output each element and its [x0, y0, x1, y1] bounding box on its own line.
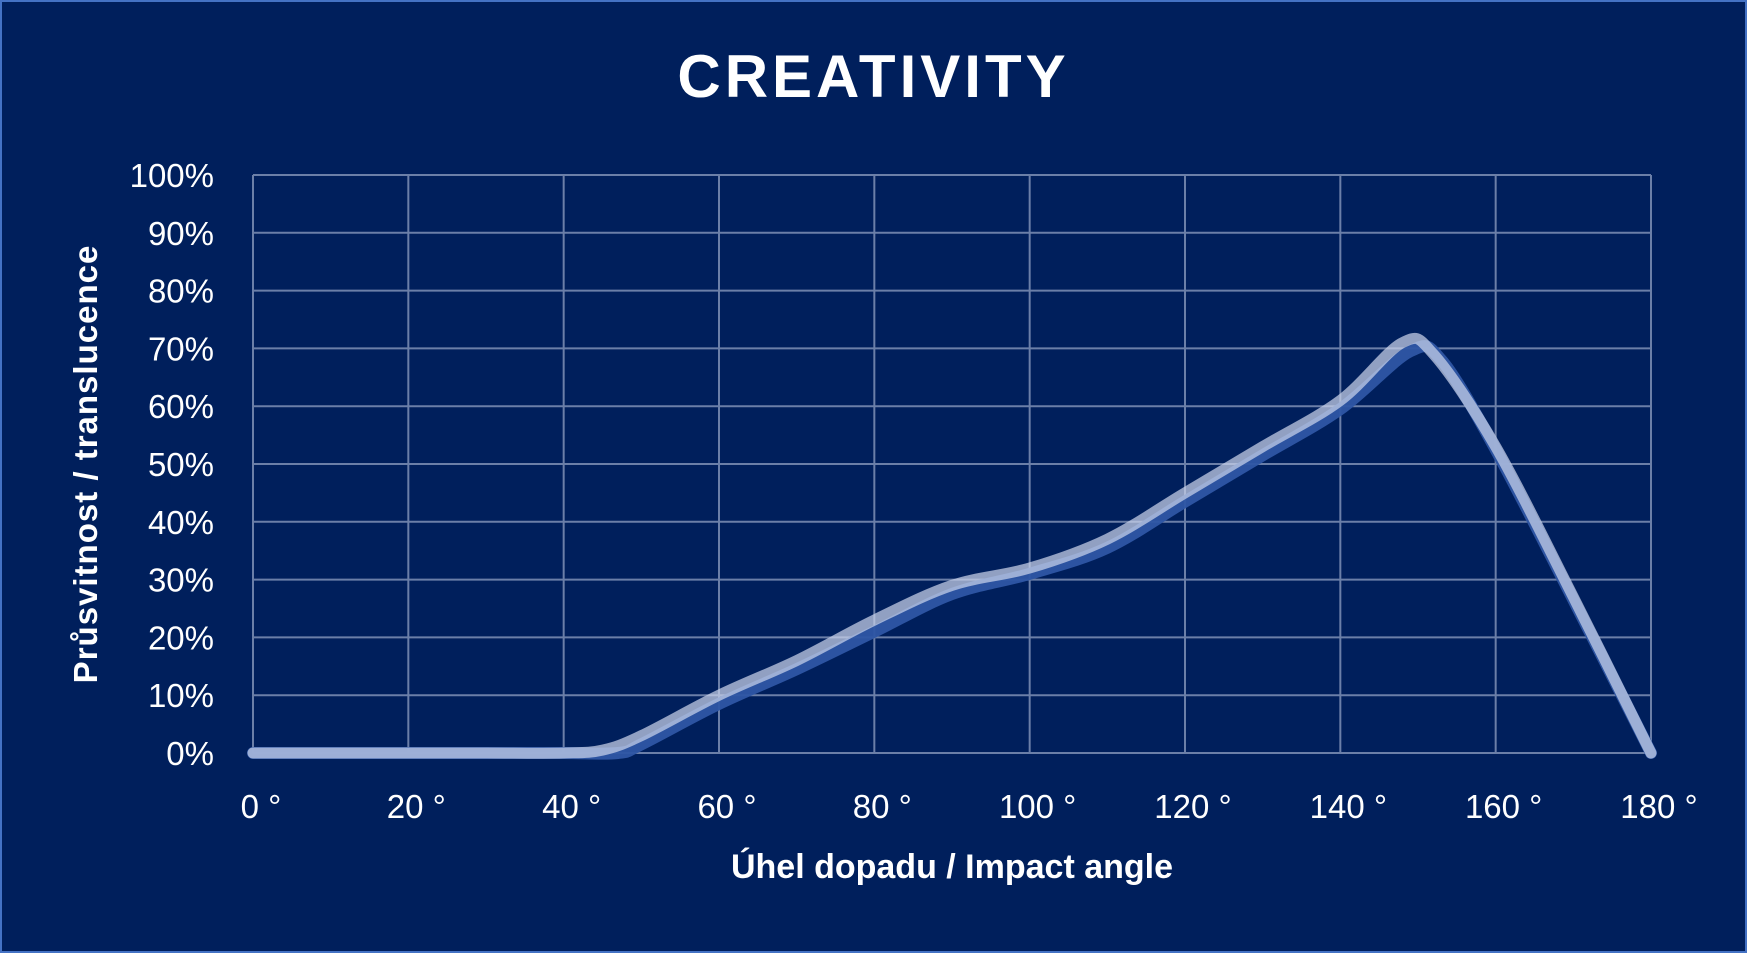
x-tick-label: 60 ° [697, 788, 756, 825]
y-tick-labels: 0% 10% 20% 30% 40% 50% 60% 70% 80% 90% 100% [130, 157, 214, 772]
x-tick-label: 80 ° [853, 788, 912, 825]
series-line-shadow [247, 340, 1657, 760]
x-tick-labels: 0 ° 20 ° 40 ° 60 ° 80 ° 100 ° 120 ° 140 ° 160 ° 1… [241, 788, 1698, 825]
y-tick-label: 0% [166, 735, 214, 772]
x-tick-label: 120 ° [1154, 788, 1231, 825]
y-tick-label: 40% [148, 504, 214, 541]
y-tick-label: 60% [148, 388, 214, 425]
x-tick-label: 140 ° [1310, 788, 1387, 825]
y-tick-label: 100% [130, 157, 214, 194]
x-axis-label: Úhel dopadu / Impact angle [730, 848, 1174, 886]
x-tick-label: 180 ° [1620, 788, 1697, 825]
chart-title: CREATIVITY [677, 43, 1070, 110]
gridlines [252, 174, 1652, 754]
y-tick-label: 30% [148, 562, 214, 599]
series-line [247, 332, 1657, 759]
y-tick-label: 10% [148, 677, 214, 714]
y-tick-label: 50% [148, 446, 214, 483]
y-tick-label: 80% [148, 273, 214, 310]
x-tick-label: 40 ° [542, 788, 601, 825]
x-tick-label: 20 ° [387, 788, 446, 825]
data-series [247, 332, 1657, 760]
x-tick-label: 100 ° [999, 788, 1076, 825]
x-tick-label: 0 ° [241, 788, 282, 825]
x-tick-label: 160 ° [1465, 788, 1542, 825]
y-tick-label: 20% [148, 619, 214, 656]
y-tick-label: 90% [148, 215, 214, 252]
y-tick-label: 70% [148, 330, 214, 367]
